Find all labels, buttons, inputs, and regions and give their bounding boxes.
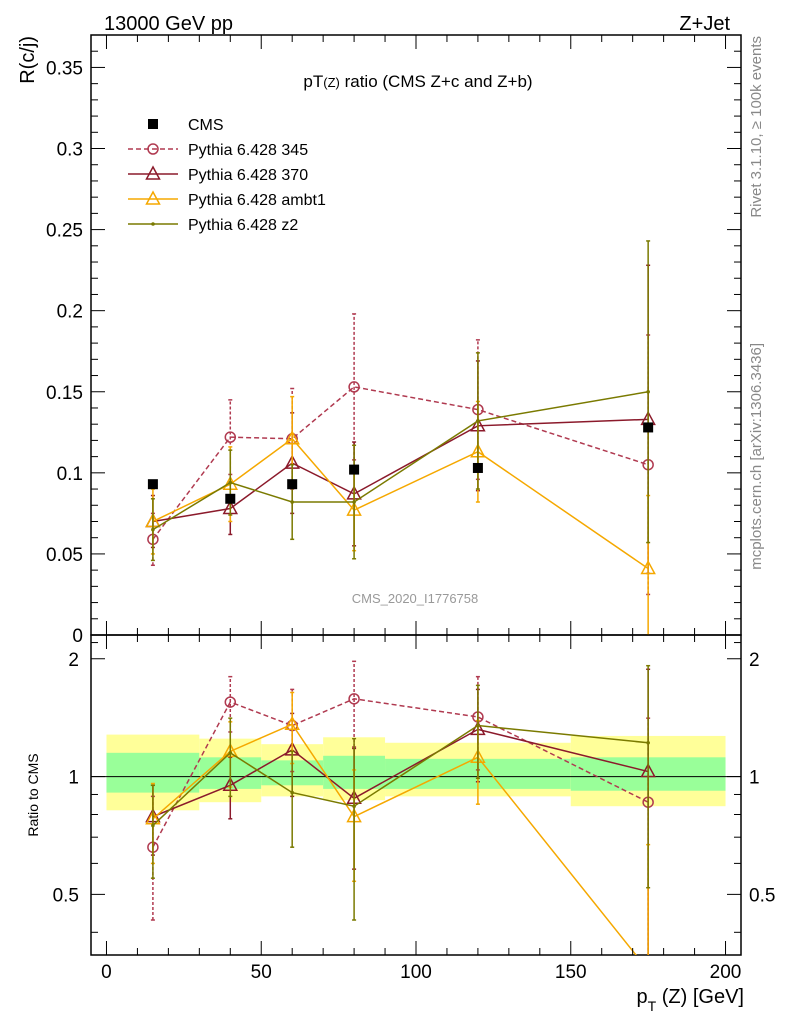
data-point bbox=[147, 479, 158, 490]
x-tick-label: 100 bbox=[400, 962, 432, 983]
ratio-tick-label-right: 1 bbox=[749, 768, 760, 789]
marker-circle bbox=[224, 431, 237, 443]
marker-dot bbox=[228, 751, 233, 755]
main-data-points bbox=[147, 422, 654, 504]
marker-dot bbox=[646, 389, 650, 394]
ratio-series-layer bbox=[145, 660, 656, 975]
marker-circle bbox=[224, 696, 237, 708]
legend-label: Pythia 6.428 370 bbox=[188, 167, 308, 184]
y-tick-label: 0 bbox=[72, 626, 83, 647]
marker-dot bbox=[228, 480, 233, 485]
legend-label: CMS bbox=[188, 117, 224, 134]
marker-dot bbox=[290, 790, 294, 795]
x-tick-label: 50 bbox=[251, 962, 272, 983]
data-point bbox=[287, 479, 298, 490]
y-tick-label: 0.25 bbox=[46, 221, 83, 242]
series-line bbox=[152, 386, 649, 540]
mcplots-label: mcplots.cern.ch [arXiv:1306.3436] bbox=[748, 343, 765, 570]
series-line bbox=[152, 723, 637, 955]
main-y-axis: 0 0.05 0.1 0.15 0.2 0.25 0.3 0.35 bbox=[46, 34, 741, 647]
main-panel: 0 0.05 0.1 0.15 0.2 0.25 0.3 0.35 pT(Z) ratio (… bbox=[17, 34, 742, 647]
ratio-tick-label: 1 bbox=[68, 768, 79, 789]
marker-dot bbox=[151, 823, 155, 828]
chart-title: pT(Z) ratio (CMS Z+c and Z+b) bbox=[303, 72, 532, 91]
marker-dot bbox=[151, 222, 155, 226]
marker-dot bbox=[476, 723, 480, 728]
data-point bbox=[472, 462, 483, 473]
y-tick-label: 0.15 bbox=[46, 383, 83, 404]
series-pythia-6-428-370 bbox=[145, 264, 656, 575]
header-left: 13000 GeV pp bbox=[104, 13, 233, 35]
x-tick-label: 150 bbox=[555, 962, 587, 983]
ratio-tick-label-right: 2 bbox=[749, 650, 760, 671]
marker-circle bbox=[348, 693, 360, 705]
series-line bbox=[152, 418, 649, 523]
y-axis-label: R(c/j) bbox=[17, 36, 39, 84]
series-pythia-6-428-345 bbox=[147, 313, 654, 596]
marker-dot bbox=[476, 419, 480, 423]
ratio-tick-label: 2 bbox=[68, 650, 79, 671]
x-axis-label: pT (Z) [GeV] bbox=[637, 986, 744, 1014]
y-tick-label: 0.05 bbox=[46, 545, 83, 566]
legend-label: Pythia 6.428 ambt1 bbox=[188, 192, 326, 209]
marker-triangle bbox=[284, 430, 300, 445]
marker-dot bbox=[352, 804, 356, 809]
series-line bbox=[152, 698, 649, 848]
x-tick-label: 200 bbox=[710, 962, 742, 983]
series-pythia-6-428-z2 bbox=[150, 240, 651, 562]
main-series-layer bbox=[145, 240, 656, 635]
legend: CMS Pythia 6.428 345 Pythia 6.428 370 Pythi… bbox=[128, 117, 326, 234]
series-pythia-6-428-345 bbox=[147, 660, 654, 955]
series-line bbox=[152, 728, 649, 818]
marker-triangle bbox=[642, 963, 655, 975]
y-tick-label: 0.2 bbox=[57, 302, 83, 323]
ratio-tick-label: 0.5 bbox=[53, 885, 79, 906]
ratio-tick-label-right: 0.5 bbox=[749, 885, 775, 906]
ratio-y-axis: 0.5 0.5 1 1 2 2 bbox=[53, 642, 775, 933]
marker-triangle bbox=[145, 190, 161, 205]
legend-label: Pythia 6.428 345 bbox=[188, 142, 308, 159]
data-point bbox=[349, 464, 360, 475]
marker-dot bbox=[646, 740, 650, 745]
marker-circle bbox=[147, 143, 159, 155]
marker-triangle bbox=[640, 559, 656, 575]
marker-dot bbox=[290, 500, 294, 504]
y-tick-label: 0.35 bbox=[46, 58, 83, 79]
data-point bbox=[225, 493, 236, 504]
series-line bbox=[152, 391, 649, 531]
series-pythia-6-428-z2 bbox=[150, 664, 651, 921]
y-tick-label: 0.1 bbox=[57, 464, 83, 485]
legend-marker-cms bbox=[148, 119, 158, 129]
series-line bbox=[152, 724, 649, 827]
x-tick-label: 0 bbox=[101, 962, 112, 983]
marker-triangle bbox=[284, 715, 300, 731]
x-axis: 0 50 100 150 200 bbox=[101, 35, 741, 983]
watermark: CMS_2020_I1776758 bbox=[352, 591, 479, 606]
marker-triangle bbox=[145, 165, 161, 180]
marker-dot bbox=[352, 500, 356, 504]
legend-label: Pythia 6.428 z2 bbox=[188, 217, 298, 234]
data-point bbox=[643, 422, 654, 433]
rivet-label: Rivet 3.1.10, ≥ 100k events bbox=[748, 36, 765, 218]
ratio-bands bbox=[90, 634, 742, 956]
ratio-y-axis-label: Ratio to CMS bbox=[25, 753, 41, 836]
ratio-panel: 0.5 0.5 1 1 2 2 Ratio to CMS bbox=[25, 634, 775, 975]
y-tick-label: 0.3 bbox=[57, 140, 83, 161]
marker-dot bbox=[151, 527, 155, 532]
marker-circle bbox=[348, 381, 360, 393]
header-right: Z+Jet bbox=[679, 13, 730, 35]
